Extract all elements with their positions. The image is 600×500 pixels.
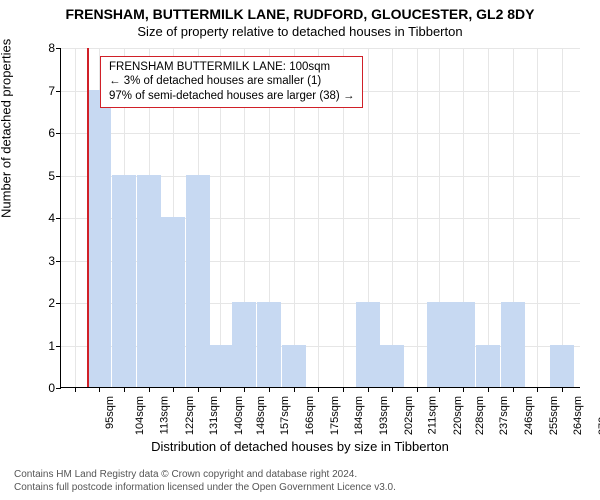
x-axis-label: Distribution of detached houses by size … bbox=[0, 439, 600, 454]
gridline-v bbox=[392, 48, 393, 387]
annotation-line: FRENSHAM BUTTERMILK LANE: 100sqm bbox=[109, 60, 354, 74]
histogram-bar bbox=[427, 302, 451, 387]
histogram-bar bbox=[451, 302, 475, 387]
histogram-bar bbox=[208, 345, 232, 388]
xtick bbox=[269, 387, 270, 392]
xtick bbox=[562, 387, 563, 392]
histogram-bar bbox=[161, 217, 185, 387]
annotation-line: 97% of semi-detached houses are larger (… bbox=[109, 89, 354, 103]
histogram-bar bbox=[356, 302, 380, 387]
xtick-label: 211sqm bbox=[426, 396, 438, 434]
xtick-label: 264sqm bbox=[572, 396, 584, 435]
xtick-label: 237sqm bbox=[498, 396, 510, 435]
ytick bbox=[56, 176, 61, 177]
ytick-label: 3 bbox=[35, 254, 55, 268]
gridline-v bbox=[537, 48, 538, 387]
gridline-v bbox=[417, 48, 418, 387]
xtick-label: 140sqm bbox=[233, 396, 245, 435]
histogram-bar bbox=[501, 302, 525, 387]
page-title: FRENSHAM, BUTTERMILK LANE, RUDFORD, GLOU… bbox=[0, 0, 600, 22]
ytick bbox=[56, 91, 61, 92]
ytick-label: 0 bbox=[35, 381, 55, 395]
ytick-label: 4 bbox=[35, 211, 55, 225]
histogram-bar bbox=[87, 90, 111, 388]
histogram-bar bbox=[232, 302, 256, 387]
ytick-label: 6 bbox=[35, 126, 55, 140]
annotation-box: FRENSHAM BUTTERMILK LANE: 100sqm ← 3% of… bbox=[100, 56, 363, 108]
xtick-label: 113sqm bbox=[158, 396, 170, 434]
histogram-bar bbox=[112, 175, 136, 388]
footer-line: Contains HM Land Registry data © Crown c… bbox=[14, 469, 396, 482]
xtick bbox=[513, 387, 514, 392]
xtick bbox=[343, 387, 344, 392]
xtick bbox=[149, 387, 150, 392]
xtick bbox=[173, 387, 174, 392]
ytick-label: 8 bbox=[35, 41, 55, 55]
xtick bbox=[99, 387, 100, 392]
ytick bbox=[56, 133, 61, 134]
ytick bbox=[56, 48, 61, 49]
xtick-label: 246sqm bbox=[523, 396, 535, 435]
page-subtitle: Size of property relative to detached ho… bbox=[0, 22, 600, 39]
xtick-label: 104sqm bbox=[134, 396, 146, 435]
xtick-label: 255sqm bbox=[548, 396, 560, 435]
xtick-label: 202sqm bbox=[403, 396, 415, 435]
ytick bbox=[56, 346, 61, 347]
ytick-label: 5 bbox=[35, 169, 55, 183]
histogram-bar bbox=[380, 345, 404, 388]
xtick-label: 193sqm bbox=[378, 396, 390, 435]
xtick-label: 175sqm bbox=[329, 396, 341, 435]
gridline-v bbox=[75, 48, 76, 387]
xtick bbox=[75, 387, 76, 392]
reference-line bbox=[87, 48, 89, 387]
xtick bbox=[124, 387, 125, 392]
xtick-label: 95sqm bbox=[104, 396, 116, 429]
xtick bbox=[368, 387, 369, 392]
xtick bbox=[417, 387, 418, 392]
ytick bbox=[56, 303, 61, 304]
xtick bbox=[318, 387, 319, 392]
gridline-v bbox=[488, 48, 489, 387]
xtick bbox=[220, 387, 221, 392]
footer-line: Contains full postcode information licen… bbox=[14, 482, 396, 495]
xtick bbox=[439, 387, 440, 392]
xtick-label: 131sqm bbox=[208, 396, 220, 435]
gridline-v bbox=[562, 48, 563, 387]
xtick bbox=[294, 387, 295, 392]
histogram-bar bbox=[137, 175, 161, 388]
xtick-label: 228sqm bbox=[474, 396, 486, 435]
histogram-bar bbox=[476, 345, 500, 388]
xtick-label: 157sqm bbox=[280, 396, 292, 435]
ytick bbox=[56, 261, 61, 262]
ytick-label: 1 bbox=[35, 339, 55, 353]
annotation-line: ← 3% of detached houses are smaller (1) bbox=[109, 74, 354, 88]
ytick-label: 2 bbox=[35, 296, 55, 310]
xtick bbox=[198, 387, 199, 392]
xtick bbox=[244, 387, 245, 392]
xtick-label: 220sqm bbox=[452, 396, 464, 435]
xtick bbox=[537, 387, 538, 392]
gridline-h bbox=[61, 133, 580, 134]
ytick-label: 7 bbox=[35, 84, 55, 98]
footer-attribution: Contains HM Land Registry data © Crown c… bbox=[14, 469, 396, 494]
xtick bbox=[392, 387, 393, 392]
ytick bbox=[56, 218, 61, 219]
histogram-bar bbox=[257, 302, 281, 387]
xtick bbox=[463, 387, 464, 392]
ytick bbox=[56, 388, 61, 389]
gridline-h bbox=[61, 48, 580, 49]
histogram-bar bbox=[550, 345, 574, 388]
y-axis-label: Number of detached properties bbox=[0, 39, 14, 218]
histogram-bar bbox=[282, 345, 306, 388]
xtick bbox=[488, 387, 489, 392]
xtick-label: 184sqm bbox=[353, 396, 365, 435]
xtick-label: 148sqm bbox=[255, 396, 267, 435]
histogram-bar bbox=[186, 175, 210, 388]
xtick-label: 166sqm bbox=[304, 396, 316, 435]
xtick-label: 122sqm bbox=[184, 396, 196, 435]
